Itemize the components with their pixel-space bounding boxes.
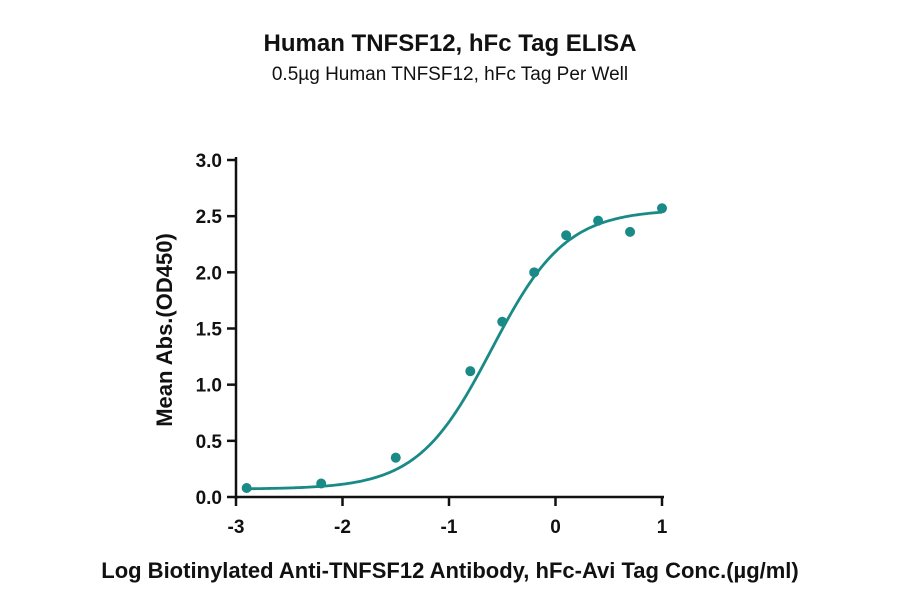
fit-curve-layer — [246, 210, 663, 491]
chart-title: Human TNFSF12, hFc Tag ELISA — [263, 30, 637, 57]
y-tick-label: 2.5 — [196, 207, 223, 228]
y-tick-label: 2.0 — [196, 263, 222, 284]
y-tick-label: 0.5 — [196, 432, 223, 453]
data-point — [593, 215, 604, 226]
data-point — [497, 316, 508, 327]
data-point — [316, 478, 327, 489]
data-point — [625, 226, 636, 237]
y-tick-label: 0.0 — [196, 488, 222, 509]
x-tick-label: -1 — [441, 517, 458, 538]
data-points-layer — [241, 203, 667, 494]
x-tick-label: -2 — [334, 517, 351, 538]
x-axis-title: Log Biotinylated Anti-TNFSF12 Antibody, … — [101, 558, 799, 583]
y-tick-label: 1.0 — [196, 376, 222, 397]
data-point — [529, 267, 540, 278]
data-point — [561, 230, 572, 241]
chart-subtitle: 0.5µg Human TNFSF12, hFc Tag Per Well — [271, 64, 629, 85]
data-point — [657, 203, 667, 214]
y-tick-label: 1.5 — [196, 320, 223, 341]
data-point — [390, 452, 401, 463]
fit-curve — [246, 210, 663, 491]
data-point — [465, 366, 476, 377]
y-tick-label: 3.0 — [196, 151, 222, 172]
x-tick-label: 0 — [550, 517, 561, 538]
x-tick-label: 1 — [657, 517, 668, 538]
x-tick-label: -3 — [228, 517, 245, 538]
y-axis-title: Mean Abs.(OD450) — [152, 233, 177, 427]
data-point — [241, 483, 252, 494]
chart-axes: 0.0 0.5 1.0 1.5 2.0 2.5 3.0 -3 -2 -1 0 1 — [196, 151, 668, 538]
